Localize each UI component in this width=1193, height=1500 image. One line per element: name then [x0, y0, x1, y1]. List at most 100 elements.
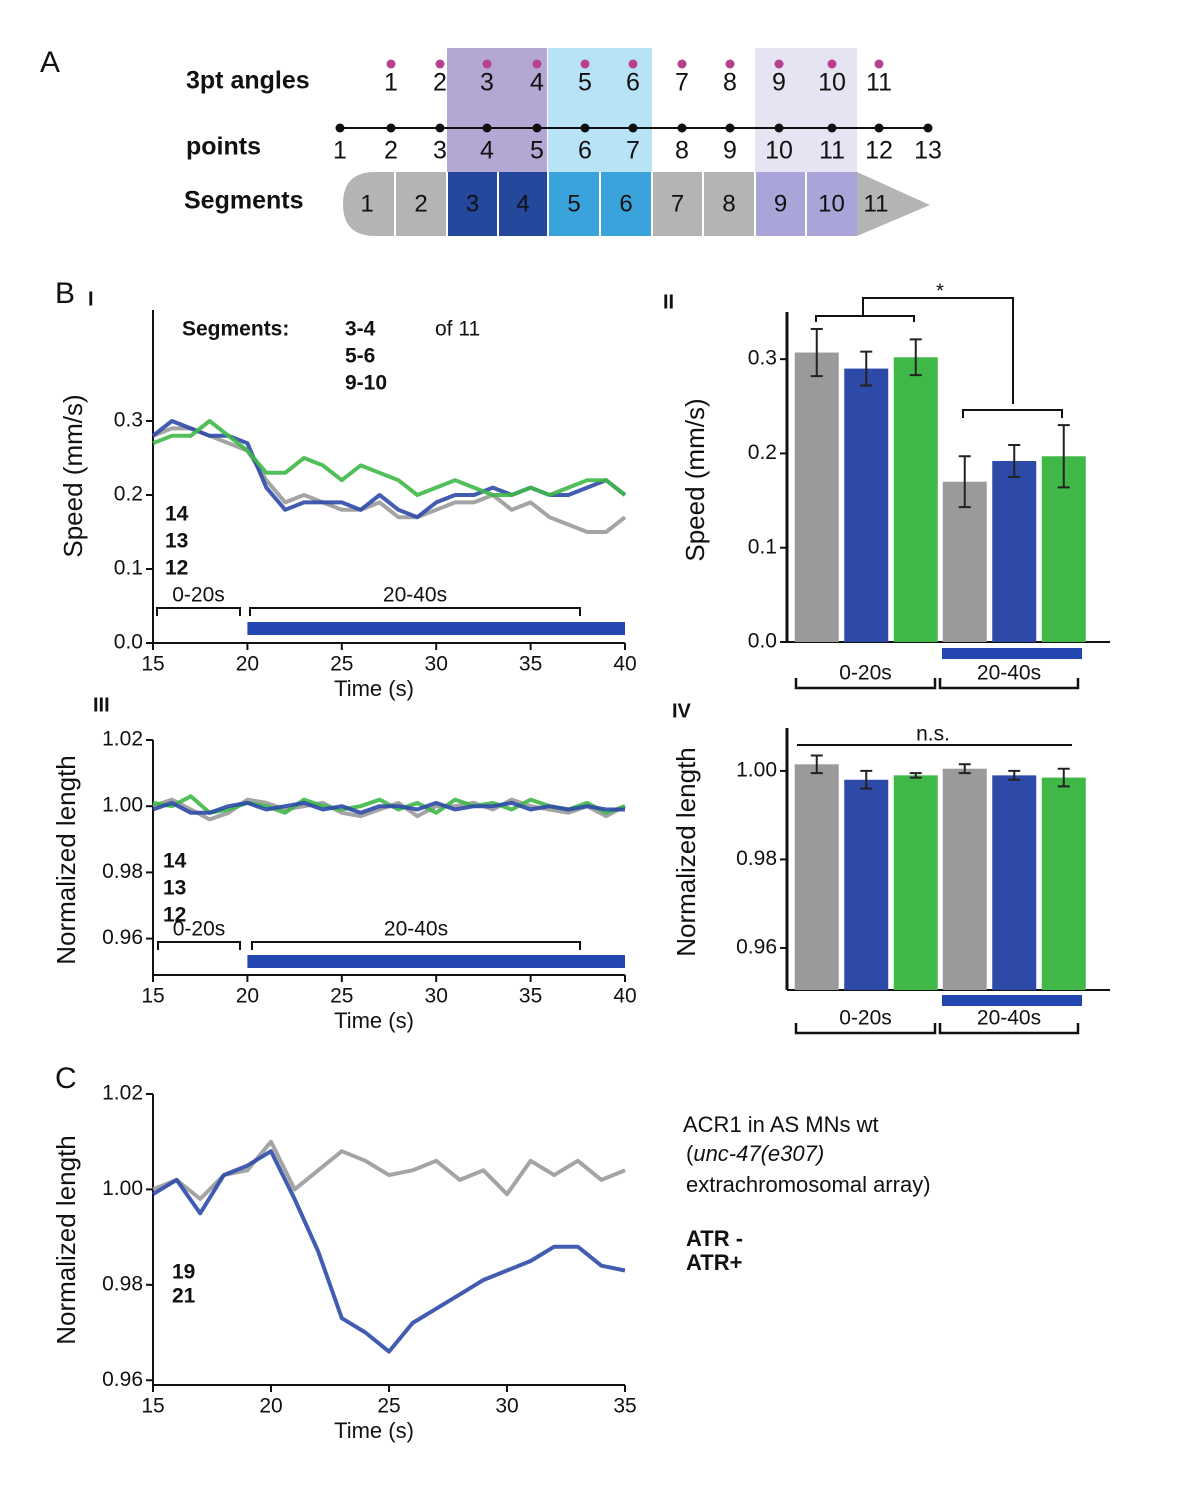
stimulus-bar [942, 648, 1082, 659]
error-bar [909, 772, 922, 779]
segment-label: 6 [619, 190, 632, 217]
series-line [151, 419, 627, 520]
series-line [152, 1139, 626, 1201]
point-label: 4 [480, 137, 494, 165]
bracket [156, 607, 241, 616]
angle-dot [874, 59, 884, 69]
point-label: 2 [384, 137, 398, 165]
y-tick-label: 0.96 [102, 1368, 143, 1391]
point-label: 13 [914, 137, 942, 165]
significance-label: * [936, 280, 944, 302]
stimulus-bar [942, 995, 1082, 1006]
count-label: 14 [165, 503, 189, 526]
legend-entry: ATR+ [686, 1250, 742, 1275]
point-label: 12 [865, 137, 893, 165]
x-tick-label: 40 [613, 985, 636, 1008]
point-label: 3 [433, 137, 447, 165]
segment-label: 10 [818, 190, 845, 217]
y-tick-label: 0.98 [102, 1272, 143, 1295]
count-label: 12 [165, 557, 188, 580]
bar [844, 779, 889, 990]
segment [857, 172, 930, 236]
point [386, 123, 396, 133]
stimulus-bar [247, 955, 625, 968]
angle-dot [482, 59, 492, 69]
point [482, 123, 492, 133]
point [874, 123, 884, 133]
bracket-label: 20-40s [384, 918, 448, 941]
description: ( [686, 1141, 694, 1166]
group-label: 0-20s [839, 662, 892, 685]
bar [992, 775, 1037, 990]
row-label: Segments [184, 187, 303, 215]
panel-label: I [88, 288, 94, 310]
y-tick-label: 0.98 [102, 860, 143, 883]
panel-letter: C [55, 1062, 77, 1095]
count-label: 19 [172, 1261, 195, 1284]
count-label: 13 [165, 530, 188, 553]
x-tick-label: 25 [330, 985, 353, 1008]
x-axis-label: Time (s) [334, 1008, 414, 1033]
angle-dot [386, 59, 396, 69]
angle-label: 11 [866, 69, 892, 97]
error-bar [1057, 424, 1070, 489]
segment [548, 172, 600, 236]
y-tick-label: 0.3 [748, 347, 777, 370]
series-line [152, 800, 625, 815]
y-tick-label: 0.1 [114, 557, 143, 580]
panel-letter: B [55, 277, 75, 310]
count-label: 14 [163, 850, 187, 873]
bracket [249, 607, 581, 616]
y-tick-label: 1.00 [736, 758, 777, 781]
legend-entry: 9-10 [345, 372, 387, 395]
angle-label: 3 [480, 69, 494, 97]
segment-label: 3 [466, 190, 479, 217]
point-label: 8 [675, 137, 689, 165]
description: extrachromosomal array) [686, 1172, 931, 1197]
segment [395, 172, 447, 236]
segment-label: 5 [567, 190, 580, 217]
point [725, 123, 735, 133]
description: (unc-47(e307) [686, 1141, 824, 1166]
angle-label: 9 [772, 69, 786, 97]
x-tick-label: 30 [495, 1395, 518, 1418]
segment-label: 11 [864, 190, 889, 217]
x-axis-label: Time (s) [334, 676, 414, 701]
description: ACR1 in AS MNs wt [683, 1112, 879, 1137]
y-tick-label: 0.1 [748, 535, 777, 558]
bar [794, 764, 839, 990]
legend-entry: 3-4 [345, 318, 376, 341]
error-bar [810, 327, 823, 378]
angle-label: 8 [723, 69, 737, 97]
y-tick-label: 0.96 [102, 926, 143, 949]
y-tick-label: 1.00 [102, 1177, 143, 1200]
series-line [152, 419, 627, 497]
point [774, 123, 784, 133]
error-bar [810, 754, 823, 775]
bar [942, 768, 987, 990]
legend-entry: 5-6 [345, 345, 375, 368]
y-tick-label: 1.02 [102, 728, 143, 751]
angle-label: 1 [384, 69, 398, 97]
segment-label: 4 [516, 190, 529, 217]
y-tick-label: 1.00 [102, 794, 143, 817]
point-label: 5 [530, 137, 544, 165]
description: unc-47(e307) [693, 1141, 824, 1166]
bar [1041, 777, 1086, 990]
angle-label: 6 [626, 69, 640, 97]
bracket [794, 1023, 937, 1035]
bar [794, 352, 839, 642]
segment [652, 172, 703, 236]
segment [600, 172, 652, 236]
point [435, 123, 445, 133]
y-tick-label: 0.96 [736, 936, 777, 959]
angle-label: 4 [530, 69, 544, 97]
error-bar [958, 763, 971, 775]
angle-label: 2 [433, 69, 447, 97]
error-bar [860, 350, 873, 387]
angle-label: 10 [818, 69, 846, 97]
group-label: 20-40s [977, 662, 1041, 685]
point [580, 123, 590, 133]
y-axis-label: Normalized length [51, 1135, 81, 1345]
